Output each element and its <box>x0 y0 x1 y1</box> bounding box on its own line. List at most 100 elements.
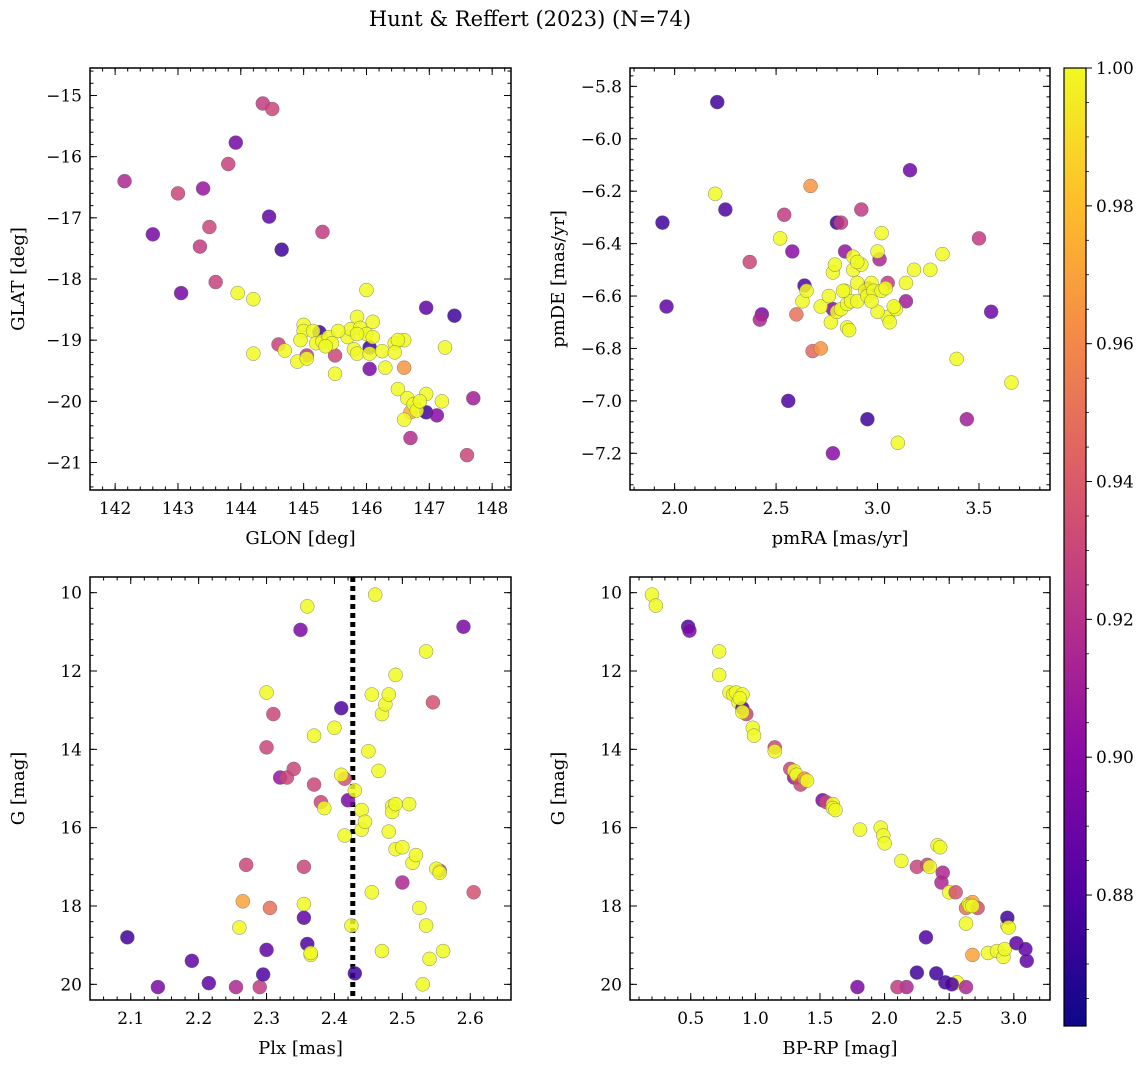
data-point <box>781 393 796 409</box>
data-point <box>870 244 885 259</box>
x-tick-label: 2.5 <box>936 1009 963 1029</box>
data-point <box>259 685 274 700</box>
axes-frame <box>629 67 1051 491</box>
data-point <box>860 412 875 427</box>
data-point <box>306 777 322 792</box>
x-tick-label: 2.5 <box>389 1009 416 1029</box>
data-point <box>418 300 434 315</box>
x-tick-label: 144 <box>225 499 257 519</box>
x-tick-label: 148 <box>476 499 508 519</box>
data-point <box>799 773 815 788</box>
data-point <box>890 979 905 995</box>
data-point <box>202 219 217 235</box>
data-point <box>303 945 318 961</box>
y-tick-label: −19 <box>46 331 82 351</box>
x-tick-label: 2.6 <box>457 1009 484 1029</box>
y-tick-label: −21 <box>46 453 82 473</box>
data-point <box>357 814 373 829</box>
data-point <box>347 966 363 981</box>
axes-frame <box>629 576 1051 1001</box>
y-tick-label: 20 <box>60 975 82 995</box>
data-point <box>277 343 292 358</box>
data-point <box>429 408 445 423</box>
colorbar-bar <box>1063 67 1087 1027</box>
data-point <box>799 283 814 298</box>
y-tick-label: 10 <box>60 584 82 604</box>
x-tick-label: 147 <box>413 499 445 519</box>
data-point <box>772 231 788 246</box>
x-tick-label: 2.3 <box>253 1009 280 1029</box>
data-point <box>359 282 374 298</box>
y-tick-label: −6.8 <box>581 339 622 359</box>
colorbar: 0.88 0.90 0.92 0.94 0.96 0.98 1.00 <box>1063 59 1134 1027</box>
data-point <box>718 202 733 217</box>
data-point <box>906 262 922 278</box>
data-point <box>201 975 217 991</box>
data-point <box>929 966 944 981</box>
data-point <box>371 763 386 779</box>
data-point <box>184 953 200 969</box>
data-point <box>949 351 964 367</box>
data-point <box>266 706 281 722</box>
data-point <box>388 667 403 683</box>
data-point <box>864 294 879 309</box>
data-point <box>1001 920 1016 935</box>
x-axis-label: pmRA [mas/yr] <box>772 528 909 549</box>
y-tick-label: −15 <box>46 87 82 107</box>
data-point <box>877 836 892 851</box>
y-axis-label: pmDE [mas/yr] <box>548 210 569 348</box>
figure-title: Hunt & Reffert (2023) (N=74) <box>369 7 691 31</box>
x-tick-label: 2.2 <box>185 1009 212 1029</box>
data-point <box>997 941 1012 957</box>
data-point <box>195 181 211 196</box>
y-tick-label: −6.2 <box>581 182 622 202</box>
data-point <box>852 822 868 837</box>
data-point <box>362 346 377 361</box>
data-point <box>120 930 135 945</box>
x-tick-label: 2.4 <box>321 1009 348 1029</box>
y-tick-label: 18 <box>60 897 82 917</box>
data-point <box>648 598 664 613</box>
data-point <box>259 740 274 755</box>
data-point <box>412 394 428 409</box>
data-point <box>882 315 897 330</box>
data-point <box>401 796 417 812</box>
data-point <box>902 163 918 178</box>
data-point <box>922 859 938 875</box>
data-point <box>803 178 818 194</box>
data-point <box>221 156 236 172</box>
data-point <box>246 291 261 307</box>
data-point <box>344 918 359 933</box>
data-point <box>965 898 980 914</box>
y-tick-label: −7.2 <box>581 444 622 464</box>
data-point <box>364 687 379 702</box>
y-tick-label: −17 <box>46 209 82 229</box>
data-point <box>331 323 346 339</box>
data-point <box>306 728 322 743</box>
data-point <box>466 885 481 900</box>
x-tick-label: 146 <box>350 499 382 519</box>
data-point <box>228 979 244 995</box>
data-point <box>898 294 914 309</box>
data-point <box>317 800 332 816</box>
data-point <box>265 101 280 117</box>
y-tick-label: 14 <box>60 740 82 760</box>
data-point <box>255 967 271 982</box>
scatter-points <box>655 94 1019 461</box>
y-tick-label: −7.0 <box>581 392 622 412</box>
panel-pmra-pmde: 2.0 2.5 3.0 3.5 −7.2 −7.0 −6.8 −6.6 −6.4 −6.2 −6.0… <box>548 67 1051 549</box>
data-point <box>349 346 365 361</box>
y-tick-label: −16 <box>46 148 82 168</box>
data-point <box>390 332 406 348</box>
data-point <box>935 865 950 880</box>
data-point <box>948 885 963 900</box>
data-point <box>315 224 330 240</box>
x-tick-label: 2.5 <box>763 499 790 519</box>
data-point <box>230 285 245 301</box>
data-point <box>894 853 909 869</box>
y-tick-label: 12 <box>60 662 82 682</box>
data-point <box>850 254 865 270</box>
data-point <box>923 262 938 278</box>
data-point <box>150 979 166 995</box>
